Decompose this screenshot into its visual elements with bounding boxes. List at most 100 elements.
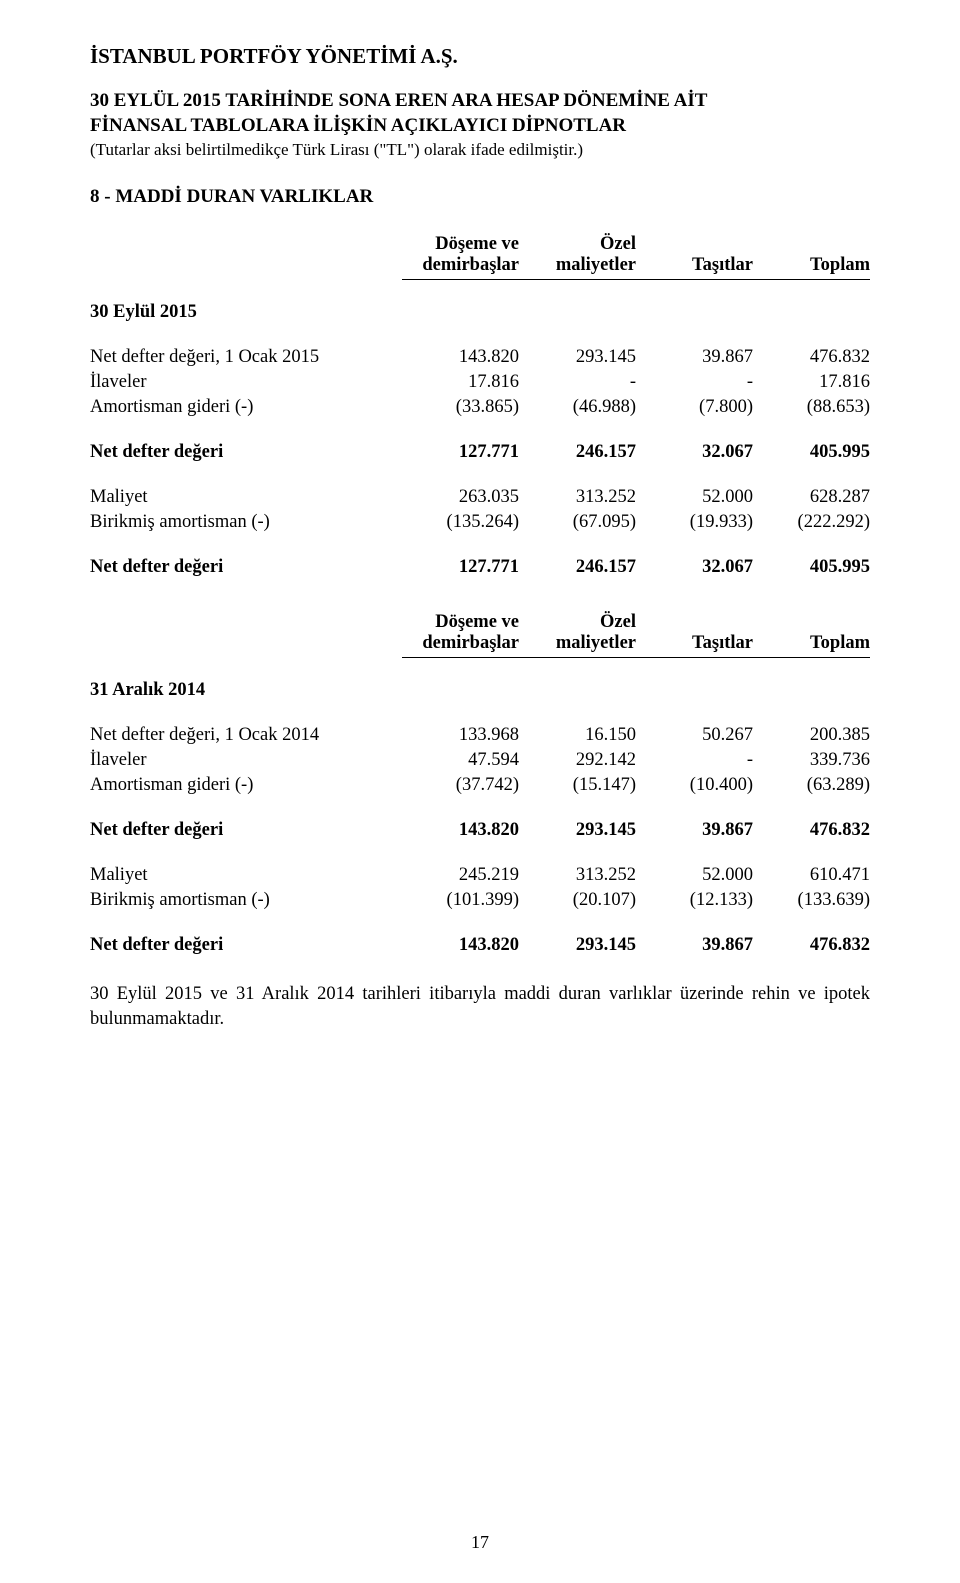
panel-1-subtitle: 30 Eylül 2015 [90, 300, 870, 325]
table-row: Net defter değeri 143.820 293.145 39.867… [90, 933, 870, 958]
cell: (19.933) [636, 510, 753, 535]
col-header-2-line2: maliyetler [556, 633, 636, 653]
col-header-4: Toplam [753, 232, 870, 280]
row-label: Birikmiş amortisman (-) [90, 510, 402, 535]
col-header-1-line1: Döşeme ve [435, 612, 519, 632]
table-row: Maliyet 263.035 313.252 52.000 628.287 [90, 485, 870, 510]
cell: (88.653) [753, 395, 870, 420]
cell: (12.133) [636, 888, 753, 913]
cell: 143.820 [402, 933, 519, 958]
cell: 293.145 [519, 933, 636, 958]
row-label: Amortisman gideri (-) [90, 773, 402, 798]
cell: 39.867 [636, 933, 753, 958]
col-header-1: Döşeme ve demirbaşlar [402, 610, 519, 658]
row-label: Maliyet [90, 863, 402, 888]
col-header-4: Toplam [753, 610, 870, 658]
row-label: Net defter değeri, 1 Ocak 2015 [90, 345, 402, 370]
cell: 476.832 [753, 345, 870, 370]
page: İSTANBUL PORTFÖY YÖNETİMİ A.Ş. 30 EYLÜL … [0, 0, 960, 1583]
table-row: İlaveler 47.594 292.142 - 339.736 [90, 748, 870, 773]
cell: (46.988) [519, 395, 636, 420]
table-row: İlaveler 17.816 - - 17.816 [90, 370, 870, 395]
cell: 143.820 [402, 818, 519, 843]
panel-1-subtitle-row: 30 Eylül 2015 [90, 300, 870, 325]
cell: 405.995 [753, 440, 870, 465]
cell: 200.385 [753, 723, 870, 748]
note-title: 8 - MADDİ DURAN VARLIKLAR [90, 186, 870, 208]
report-title-line1: 30 EYLÜL 2015 TARİHİNDE SONA EREN ARA HE… [90, 90, 707, 111]
row-label: Birikmiş amortisman (-) [90, 888, 402, 913]
cell: 127.771 [402, 555, 519, 580]
row-label: Net defter değeri [90, 933, 402, 958]
cell: 245.219 [402, 863, 519, 888]
cell: (63.289) [753, 773, 870, 798]
cell: 405.995 [753, 555, 870, 580]
cell: (10.400) [636, 773, 753, 798]
company-name: İSTANBUL PORTFÖY YÖNETİMİ A.Ş. [90, 44, 870, 69]
col-header-3: Taşıtlar [636, 610, 753, 658]
cell: 246.157 [519, 440, 636, 465]
cell: 17.816 [753, 370, 870, 395]
col-header-1-line1: Döşeme ve [435, 234, 519, 254]
cell: - [636, 748, 753, 773]
table-row: Amortisman gideri (-) (33.865) (46.988) … [90, 395, 870, 420]
table-row: Net defter değeri, 1 Ocak 2015 143.820 2… [90, 345, 870, 370]
cell: 143.820 [402, 345, 519, 370]
cell: (135.264) [402, 510, 519, 535]
col-header-2: Özel maliyetler [519, 232, 636, 280]
col-header-2: Özel maliyetler [519, 610, 636, 658]
cell: 127.771 [402, 440, 519, 465]
cell: 52.000 [636, 863, 753, 888]
panel-2-subtitle-row: 31 Aralık 2014 [90, 678, 870, 703]
cell: 610.471 [753, 863, 870, 888]
table-panel-2: Döşeme ve demirbaşlar Özel maliyetler Ta… [90, 610, 870, 958]
table-row: Net defter değeri 143.820 293.145 39.867… [90, 818, 870, 843]
table-row: Net defter değeri 127.771 246.157 32.067… [90, 555, 870, 580]
table-row: Net defter değeri 127.771 246.157 32.067… [90, 440, 870, 465]
cell: (67.095) [519, 510, 636, 535]
cell: 50.267 [636, 723, 753, 748]
cell: 47.594 [402, 748, 519, 773]
cell: (37.742) [402, 773, 519, 798]
cell: (133.639) [753, 888, 870, 913]
cell: - [519, 370, 636, 395]
cell: 246.157 [519, 555, 636, 580]
cell: 628.287 [753, 485, 870, 510]
col-header-1-line2: demirbaşlar [422, 255, 519, 275]
row-label: Maliyet [90, 485, 402, 510]
row-label: Net defter değeri [90, 440, 402, 465]
cell: 32.067 [636, 555, 753, 580]
col-header-1: Döşeme ve demirbaşlar [402, 232, 519, 280]
col-header-2-line2: maliyetler [556, 255, 636, 275]
cell: - [636, 370, 753, 395]
row-label: Net defter değeri [90, 555, 402, 580]
cell: (20.107) [519, 888, 636, 913]
cell: 133.968 [402, 723, 519, 748]
cell: 292.142 [519, 748, 636, 773]
cell: (15.147) [519, 773, 636, 798]
col-header-3: Taşıtlar [636, 232, 753, 280]
report-title: 30 EYLÜL 2015 TARİHİNDE SONA EREN ARA HE… [90, 89, 870, 138]
cell: 17.816 [402, 370, 519, 395]
cell: (7.800) [636, 395, 753, 420]
cell: (33.865) [402, 395, 519, 420]
row-label: Net defter değeri [90, 818, 402, 843]
report-subnote: (Tutarlar aksi belirtilmedikçe Türk Lira… [90, 140, 870, 160]
col-header-blank [90, 232, 402, 280]
row-label: Net defter değeri, 1 Ocak 2014 [90, 723, 402, 748]
table-panel-1: Döşeme ve demirbaşlar Özel maliyetler Ta… [90, 232, 870, 610]
table-row: Birikmiş amortisman (-) (135.264) (67.09… [90, 510, 870, 535]
page-number: 17 [0, 1532, 960, 1553]
table-row: Net defter değeri, 1 Ocak 2014 133.968 1… [90, 723, 870, 748]
cell: (101.399) [402, 888, 519, 913]
cell: 476.832 [753, 933, 870, 958]
table-row: Birikmiş amortisman (-) (101.399) (20.10… [90, 888, 870, 913]
cell: 293.145 [519, 818, 636, 843]
col-header-1-line2: demirbaşlar [422, 633, 519, 653]
col-header-2-line1: Özel [600, 612, 636, 632]
cell: 313.252 [519, 485, 636, 510]
row-label: İlaveler [90, 748, 402, 773]
cell: 313.252 [519, 863, 636, 888]
cell: 293.145 [519, 345, 636, 370]
row-label: İlaveler [90, 370, 402, 395]
